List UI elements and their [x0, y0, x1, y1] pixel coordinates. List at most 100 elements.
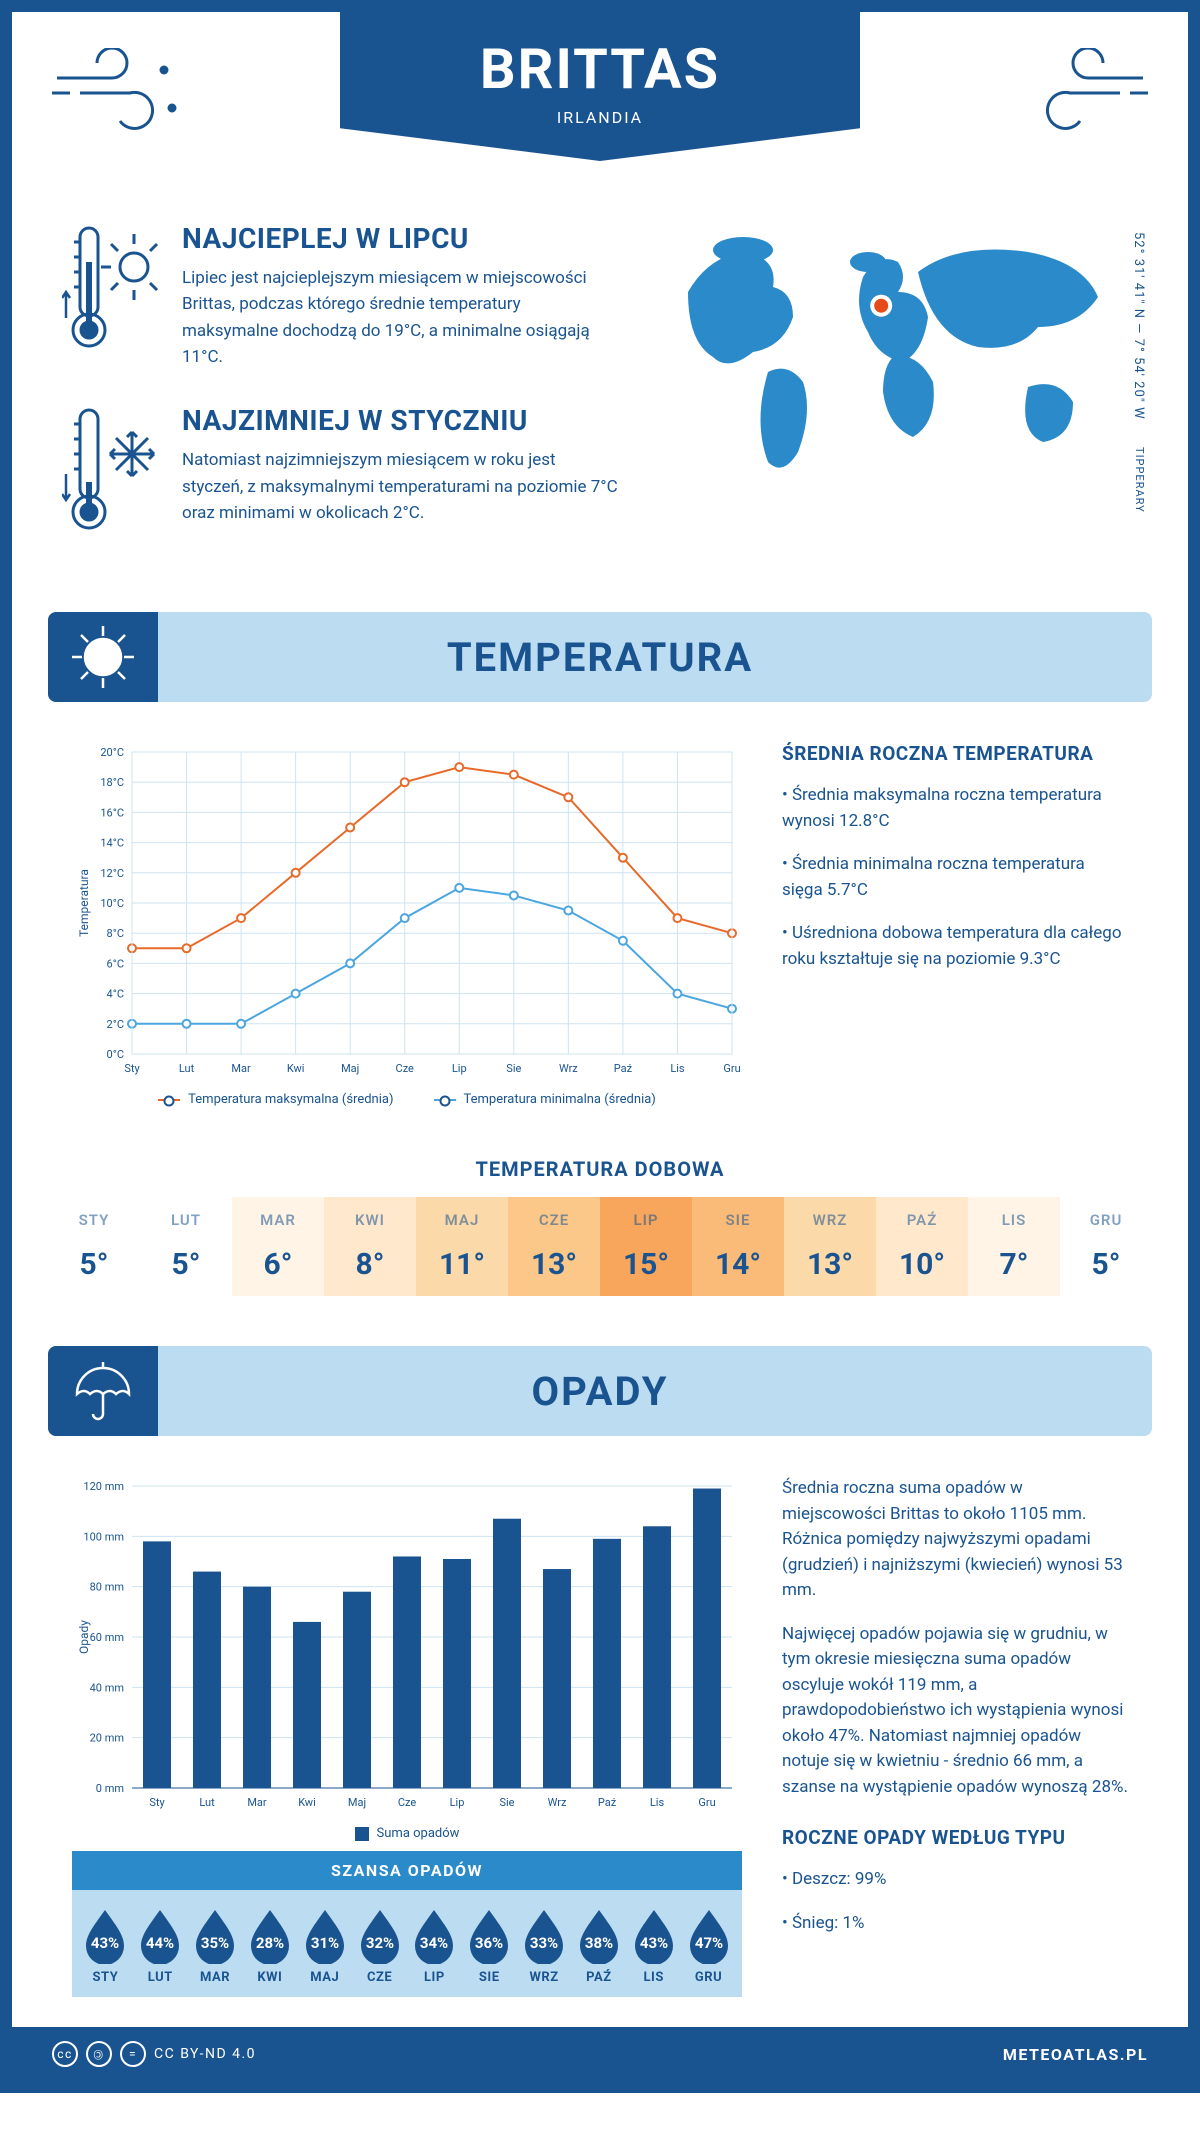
- svg-text:43%: 43%: [640, 1934, 668, 1952]
- svg-text:Paź: Paź: [598, 1796, 617, 1809]
- svg-text:18°C: 18°C: [100, 777, 124, 790]
- daily-cell: GRU5°: [1060, 1197, 1152, 1296]
- svg-text:Gru: Gru: [723, 1062, 740, 1075]
- site-name: METEOATLAS.PL: [1003, 2045, 1148, 2064]
- wind-icon: [52, 48, 192, 156]
- svg-text:36%: 36%: [475, 1934, 503, 1952]
- svg-text:35%: 35%: [201, 1934, 229, 1952]
- svg-text:2°C: 2°C: [107, 1018, 124, 1031]
- daily-cell: LIP15°: [600, 1197, 692, 1296]
- region: TIPPERARY: [1133, 447, 1146, 513]
- thermometer-hot-icon: [62, 222, 162, 370]
- precip-by-type-title: ROCZNE OPADY WEDŁUG TYPU: [782, 1826, 1128, 1849]
- chance-drop: 38% PAŹ: [571, 1906, 626, 1985]
- avg-annual-temp-title: ŚREDNIA ROCZNA TEMPERATURA: [782, 742, 1128, 765]
- svg-text:20°C: 20°C: [100, 746, 124, 759]
- location-title: BRITTAS: [340, 36, 860, 102]
- chance-drop: 32% CZE: [352, 1906, 407, 1985]
- nd-icon: =: [120, 2041, 146, 2067]
- svg-text:28%: 28%: [256, 1934, 284, 1952]
- svg-text:100 mm: 100 mm: [83, 1531, 124, 1544]
- temperature-title: TEMPERATURA: [158, 634, 1152, 681]
- chance-drop: 28% KWI: [242, 1906, 297, 1985]
- coordinates: 52° 31' 41" N — 7° 54' 20" W: [1131, 232, 1146, 420]
- svg-text:32%: 32%: [365, 1934, 393, 1952]
- warmest-block: NAJCIEPLEJ W LIPCU Lipiec jest najcieple…: [62, 222, 618, 370]
- svg-text:120 mm: 120 mm: [83, 1480, 124, 1493]
- wind-icon: [1008, 48, 1148, 156]
- chance-drop: 43% STY: [78, 1906, 133, 1985]
- daily-cell: CZE13°: [508, 1197, 600, 1296]
- svg-text:Temperatura: Temperatura: [77, 869, 91, 937]
- temp-bullet: • Średnia minimalna roczna temperatura s…: [782, 852, 1128, 903]
- daily-temp-title: TEMPERATURA DOBOWA: [12, 1157, 1188, 1181]
- svg-text:Gru: Gru: [698, 1796, 715, 1809]
- precip-type-item: • Śnieg: 1%: [782, 1911, 1128, 1937]
- precip-legend: Suma opadów: [377, 1826, 460, 1841]
- daily-cell: KWI8°: [324, 1197, 416, 1296]
- svg-text:0°C: 0°C: [107, 1048, 124, 1061]
- daily-temp-table: STY5° LUT5° MAR6° KWI8° MAJ11° CZE13° LI…: [48, 1197, 1152, 1296]
- warmest-text: Lipiec jest najcieplejszym miesiącem w m…: [182, 265, 618, 370]
- precip-section-header: OPADY: [48, 1346, 1152, 1436]
- precip-paragraph: Średnia roczna suma opadów w miejscowośc…: [782, 1476, 1128, 1604]
- daily-cell: LIS7°: [968, 1197, 1060, 1296]
- svg-text:Sie: Sie: [499, 1796, 514, 1809]
- svg-text:Lut: Lut: [179, 1062, 195, 1075]
- legend-item: Temperatura minimalna (średnia): [434, 1092, 656, 1107]
- svg-text:20 mm: 20 mm: [90, 1732, 124, 1745]
- umbrella-icon: [48, 1346, 158, 1436]
- svg-text:Maj: Maj: [341, 1062, 359, 1075]
- chance-drop: 35% MAR: [188, 1906, 243, 1985]
- svg-text:Wrz: Wrz: [559, 1062, 578, 1075]
- temperature-section-header: TEMPERATURA: [48, 612, 1152, 702]
- daily-cell: STY5°: [48, 1197, 140, 1296]
- svg-text:Lip: Lip: [452, 1062, 467, 1075]
- daily-cell: LUT5°: [140, 1197, 232, 1296]
- svg-text:Mar: Mar: [247, 1796, 267, 1809]
- thermometer-cold-icon: [62, 404, 162, 538]
- svg-text:80 mm: 80 mm: [90, 1581, 124, 1594]
- precip-type-item: • Deszcz: 99%: [782, 1867, 1128, 1893]
- world-map: [658, 222, 1138, 492]
- by-icon: 🄯: [86, 2041, 112, 2067]
- coldest-block: NAJZIMNIEJ W STYCZNIU Natomiast najzimni…: [62, 404, 618, 538]
- svg-text:Lis: Lis: [670, 1062, 685, 1075]
- header: BRITTAS IRLANDIA: [12, 12, 1188, 192]
- temp-bullet: • Uśredniona dobowa temperatura dla całe…: [782, 921, 1128, 972]
- svg-text:Lut: Lut: [199, 1796, 215, 1809]
- svg-text:Lip: Lip: [450, 1796, 465, 1809]
- precip-title: OPADY: [158, 1368, 1152, 1415]
- svg-text:38%: 38%: [585, 1934, 613, 1952]
- legend-item: Temperatura maksymalna (średnia): [158, 1092, 393, 1107]
- svg-text:16°C: 16°C: [100, 807, 124, 820]
- precip-chart: 0 mm20 mm40 mm60 mm80 mm100 mm120 mmStyL…: [72, 1476, 742, 1841]
- svg-text:43%: 43%: [91, 1934, 119, 1952]
- chance-drop: 34% LIP: [407, 1906, 462, 1985]
- svg-text:10°C: 10°C: [100, 897, 124, 910]
- svg-text:Mar: Mar: [231, 1062, 251, 1075]
- svg-text:Cze: Cze: [396, 1062, 415, 1075]
- svg-text:Sie: Sie: [506, 1062, 521, 1075]
- svg-text:8°C: 8°C: [107, 928, 124, 941]
- svg-text:0 mm: 0 mm: [96, 1782, 124, 1795]
- svg-text:Paź: Paź: [614, 1062, 633, 1075]
- daily-cell: WRZ13°: [784, 1197, 876, 1296]
- chance-drop: 31% MAJ: [297, 1906, 352, 1985]
- precip-summary: Średnia roczna suma opadów w miejscowośc…: [782, 1476, 1128, 1997]
- daily-cell: SIE14°: [692, 1197, 784, 1296]
- chance-title: SZANSA OPADÓW: [72, 1851, 742, 1890]
- svg-text:4°C: 4°C: [107, 988, 124, 1001]
- chance-drop: 36% SIE: [462, 1906, 517, 1985]
- temp-bullet: • Średnia maksymalna roczna temperatura …: [782, 783, 1128, 834]
- chance-row: 43% STY 44% LUT 35% MAR 28% KWI 31% MAJ: [72, 1890, 742, 1997]
- coldest-title: NAJZIMNIEJ W STYCZNIU: [182, 404, 618, 437]
- svg-text:14°C: 14°C: [100, 837, 124, 850]
- svg-text:40 mm: 40 mm: [90, 1682, 124, 1695]
- svg-text:Lis: Lis: [650, 1796, 665, 1809]
- svg-text:Opady: Opady: [77, 1620, 91, 1654]
- svg-text:Kwi: Kwi: [287, 1062, 305, 1075]
- chance-drop: 33% WRZ: [517, 1906, 572, 1985]
- license-text: CC BY-ND 4.0: [154, 2046, 256, 2062]
- temperature-summary: ŚREDNIA ROCZNA TEMPERATURA • Średnia mak…: [782, 742, 1128, 1107]
